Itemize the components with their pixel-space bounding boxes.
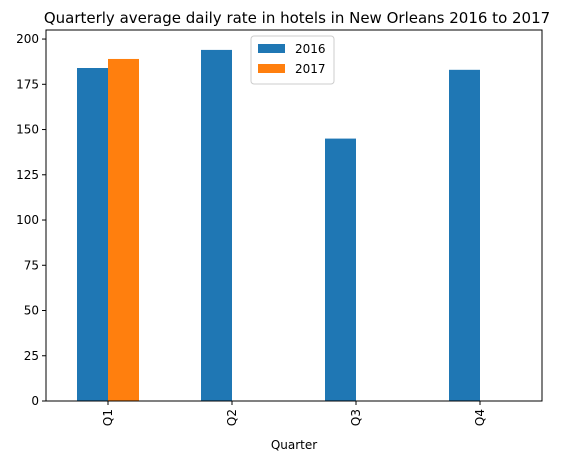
plot-frame	[45, 29, 543, 402]
y-tick-label: 150	[16, 123, 39, 137]
y-tick-label: 175	[16, 77, 39, 91]
legend-swatch-2017	[258, 64, 285, 73]
bar-2016-Q1	[77, 68, 108, 401]
y-tick-label: 50	[24, 304, 39, 318]
legend-label-2017: 2017	[295, 62, 326, 76]
y-tick-label: 0	[31, 394, 39, 408]
x-tick-label: Q2	[225, 409, 239, 426]
x-axis-label: Quarter	[271, 438, 317, 452]
x-tick-label: Q4	[473, 409, 487, 426]
bar-2017-Q1	[108, 58, 139, 402]
bars-group	[77, 49, 480, 402]
legend-swatch-2016	[258, 44, 285, 53]
x-tick-label: Q3	[349, 409, 363, 426]
bar-2016-Q3	[325, 138, 356, 401]
y-tick-label: 75	[24, 258, 39, 272]
legend: 2016 2017	[250, 35, 335, 85]
y-tick-label: 200	[16, 32, 39, 46]
y-tick-label: 25	[24, 349, 39, 363]
legend-label-2016: 2016	[295, 42, 326, 56]
y-tick-label: 125	[16, 168, 39, 182]
bar-2016-Q2	[201, 49, 232, 401]
chart-title: Quarterly average daily rate in hotels i…	[44, 9, 550, 27]
bar-2016-Q4	[449, 69, 480, 401]
y-tick-label: 100	[16, 213, 39, 227]
x-axis: Q1 Q2 Q3 Q4	[101, 401, 487, 426]
y-axis: 0 25 50 75 100 125 150 175 200	[16, 32, 46, 408]
x-tick-label: Q1	[101, 409, 115, 426]
